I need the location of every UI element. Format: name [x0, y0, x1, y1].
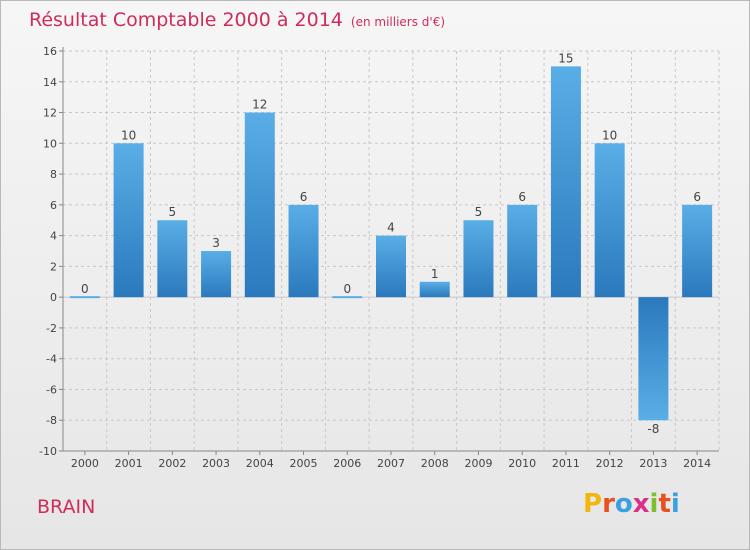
- y-tick-label: 16: [43, 45, 57, 58]
- x-tick-label-2000: 2000: [71, 457, 99, 470]
- chart-title-text: Résultat Comptable 2000 à 2014: [29, 9, 343, 31]
- x-tick-label-2004: 2004: [246, 457, 274, 470]
- data-label-2001: 10: [121, 128, 136, 142]
- bar-2003[interactable]: [201, 251, 232, 298]
- town-name: BRAIN: [37, 496, 96, 518]
- bar-2008[interactable]: [419, 281, 450, 298]
- chart-title: Résultat Comptable 2000 à 2014 (en millie…: [29, 9, 445, 31]
- bar-2001[interactable]: [113, 143, 144, 298]
- logo-letter: i: [649, 489, 659, 519]
- y-tick-label: 10: [43, 137, 57, 150]
- x-tick-label-2010: 2010: [508, 457, 536, 470]
- bar-2000[interactable]: [69, 296, 100, 299]
- data-label-2000: 0: [81, 282, 89, 296]
- y-tick-label: 6: [50, 199, 57, 212]
- x-tick-label-2003: 2003: [202, 457, 230, 470]
- y-tick-label: 0: [50, 291, 57, 304]
- bar-2014[interactable]: [682, 204, 713, 298]
- logo-letter: x: [632, 489, 650, 519]
- logo-letter: i: [670, 489, 680, 519]
- data-label-2006: 0: [343, 282, 351, 296]
- logo-letter: P: [583, 489, 603, 519]
- bar-2012[interactable]: [594, 143, 625, 298]
- chart-unit-text: (en milliers d'€): [350, 15, 446, 29]
- x-tick-label-2011: 2011: [552, 457, 580, 470]
- y-tick-label: -6: [46, 383, 57, 396]
- x-tick-label-2002: 2002: [158, 457, 186, 470]
- y-tick-label: -10: [39, 445, 57, 458]
- y-tick-label: -8: [46, 414, 57, 427]
- x-tick-label-2001: 2001: [115, 457, 143, 470]
- y-tick-label: -2: [46, 322, 57, 335]
- x-tick-label-2014: 2014: [683, 457, 711, 470]
- logo-letter: t: [658, 489, 671, 519]
- bar-2009[interactable]: [463, 220, 494, 298]
- logo-letter: o: [614, 489, 633, 519]
- bar-2004[interactable]: [244, 112, 275, 298]
- bar-2010[interactable]: [507, 204, 538, 298]
- bar-2005[interactable]: [288, 204, 319, 298]
- data-label-2007: 4: [387, 221, 395, 235]
- proxiti-logo[interactable]: Proxiti: [583, 489, 680, 519]
- data-label-2002: 5: [169, 205, 177, 219]
- x-tick-label-2012: 2012: [596, 457, 624, 470]
- x-tick-label-2007: 2007: [377, 457, 405, 470]
- x-tick-label-2013: 2013: [639, 457, 667, 470]
- data-label-2003: 3: [212, 236, 220, 250]
- bar-2011[interactable]: [550, 66, 581, 298]
- data-label-2008: 1: [431, 267, 439, 281]
- y-tick-label: 14: [43, 76, 57, 89]
- bar-2013[interactable]: [638, 297, 669, 421]
- x-tick-label-2006: 2006: [333, 457, 361, 470]
- data-label-2010: 6: [518, 190, 526, 204]
- bar-2006[interactable]: [332, 296, 363, 299]
- y-tick-label: 8: [50, 168, 57, 181]
- x-tick-label-2008: 2008: [421, 457, 449, 470]
- data-label-2009: 5: [475, 205, 483, 219]
- x-tick-label-2009: 2009: [464, 457, 492, 470]
- x-tick-label-2005: 2005: [290, 457, 318, 470]
- bar-2007[interactable]: [376, 235, 406, 298]
- bars: [69, 66, 713, 421]
- data-label-2014: 6: [693, 190, 701, 204]
- bar-2002[interactable]: [157, 220, 188, 298]
- logo-letter: r: [602, 489, 615, 519]
- data-label-2013: -8: [647, 422, 659, 436]
- y-tick-label: -4: [46, 353, 57, 366]
- data-label-2005: 6: [300, 190, 308, 204]
- data-label-2012: 10: [602, 128, 617, 142]
- y-tick-label: 12: [43, 107, 57, 120]
- data-label-2004: 12: [252, 98, 267, 112]
- y-tick-label: 4: [50, 230, 57, 243]
- y-tick-label: 2: [50, 260, 57, 273]
- data-label-2011: 15: [558, 51, 573, 65]
